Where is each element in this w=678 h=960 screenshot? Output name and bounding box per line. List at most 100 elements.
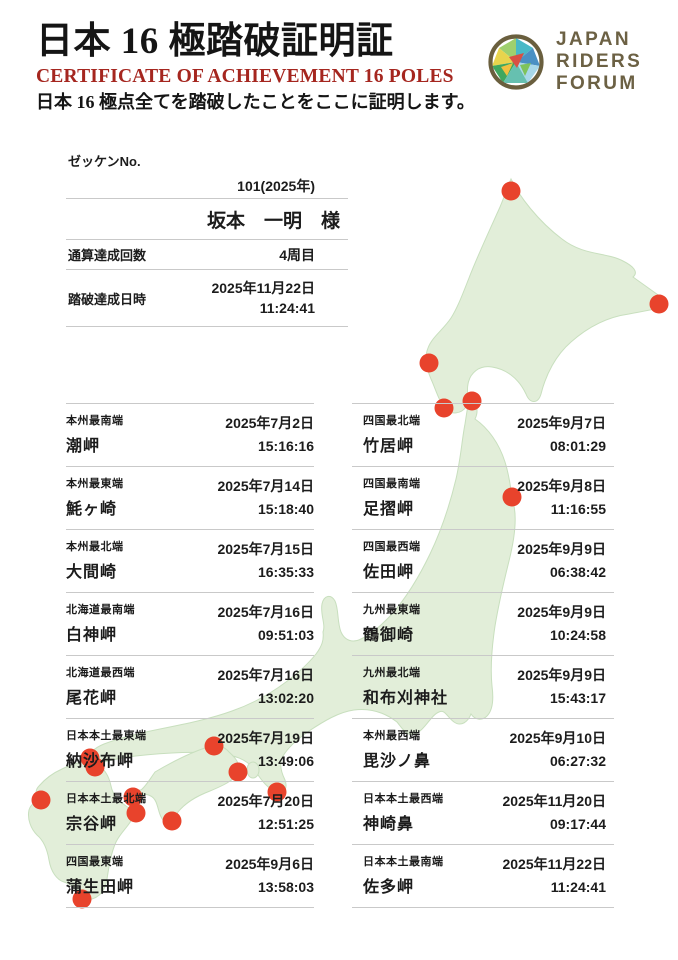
pole-region: 四国最南端: [363, 478, 421, 490]
pole-names: 日本本土最東端 納沙布岬: [66, 719, 147, 781]
jrf-logo: JAPAN RIDERS FORUM: [487, 29, 642, 96]
pole-datetime: 2025年7月16日 09:51:03: [217, 593, 314, 655]
pole-time: 15:16:16: [257, 438, 314, 454]
pole-name: 足摺岬: [363, 501, 415, 518]
pole-names: 四国最北端 竹居岬: [352, 404, 421, 466]
pole-region: 日本本土最東端: [66, 730, 147, 742]
pole-row: 本州最南端 潮岬 2025年7月2日 15:16:16: [66, 403, 314, 466]
pole-datetime: 2025年9月9日 10:24:58: [517, 593, 614, 655]
pole-row: 日本本土最南端 佐多岬 2025年11月22日 11:24:41: [352, 844, 614, 907]
pole-names: 四国最東端 蒲生田岬: [66, 845, 134, 907]
pole-time: 13:49:06: [257, 753, 314, 769]
pole-names: 日本本土最北端 宗谷岬: [66, 782, 147, 844]
pole-time: 15:18:40: [257, 501, 314, 517]
jrf-logo-line2: RIDERS: [556, 51, 643, 73]
pole-region: 日本本土最西端: [363, 793, 444, 805]
pole-time: 15:43:17: [549, 690, 606, 706]
pole-dot: [72, 889, 92, 909]
pole-dot: [649, 294, 669, 314]
pole-region: 本州最西端: [363, 730, 421, 742]
pole-row: 本州最北端 大間崎 2025年7月15日 16:35:33: [66, 529, 314, 592]
pole-region: 四国最東端: [66, 856, 124, 868]
pole-row: 日本本土最東端 納沙布岬 2025年7月19日 13:49:06: [66, 718, 314, 781]
pole-region: 北海道最南端: [66, 604, 135, 616]
pole-names: 日本本土最南端 佐多岬: [352, 845, 444, 907]
pole-datetime: 2025年11月22日 11:24:41: [502, 845, 614, 907]
pole-dot: [204, 736, 224, 756]
pole-dots: [31, 181, 669, 909]
pole-row: 九州最北端 和布刈神社 2025年9月9日 15:43:17: [352, 655, 614, 718]
pole-dot: [267, 782, 287, 802]
rider-name: 坂本 一明 様: [206, 210, 340, 232]
pole-date: 2025年7月16日: [217, 667, 314, 683]
pole-names: 本州最北端 大間崎: [66, 530, 124, 592]
pole-dot: [85, 757, 105, 777]
pole-name: 潮岬: [66, 438, 101, 455]
pole-region: 本州最南端: [66, 415, 124, 427]
pole-datetime: 2025年7月15日 16:35:33: [217, 530, 314, 592]
pole-date: 2025年7月16日: [217, 604, 314, 620]
rounds-value: 4周目: [279, 246, 315, 263]
pole-names: 九州最北端 和布刈神社: [352, 656, 448, 718]
pole-dot: [162, 811, 182, 831]
pole-time: 06:38:42: [549, 564, 606, 580]
pole-time: 13:02:20: [257, 690, 314, 706]
pole-row: 四国最南端 足摺岬 2025年9月8日 11:16:55: [352, 466, 614, 529]
pole-region: 日本本土最北端: [66, 793, 147, 805]
pole-row: 本州最東端 魹ヶ崎 2025年7月14日 15:18:40: [66, 466, 314, 529]
certificate-subtitle-en: CERTIFICATE OF ACHIEVEMENT 16 POLES: [36, 65, 454, 87]
pole-name: 蒲生田岬: [66, 879, 135, 896]
japan-landmass: [28, 177, 667, 902]
certificate-statement: 日本 16 極点全てを踏破したことをここに証明します。: [36, 92, 475, 113]
completion-datetime: 2025年11月22日 11:24:41: [211, 278, 315, 319]
pole-row: 日本本土最西端 神崎鼻 2025年11月20日 09:17:44: [352, 781, 614, 844]
rider-name-row: 坂本 一明 様: [66, 199, 348, 240]
pole-date: 2025年9月9日: [517, 604, 606, 620]
pole-name: 竹居岬: [363, 438, 415, 455]
pole-names: 四国最西端 佐田岬: [352, 530, 421, 592]
pole-time: 16:35:33: [257, 564, 314, 580]
pole-region: 本州最東端: [66, 478, 124, 490]
pole-names: 四国最南端 足摺岬: [352, 467, 421, 529]
pole-list-left: 本州最南端 潮岬 2025年7月2日 15:16:16 本州最東端 魹ヶ崎: [66, 403, 314, 908]
pole-list-right: 四国最北端 竹居岬 2025年9月7日 08:01:29 四国最南端 足摺岬: [352, 403, 614, 908]
pole-time: 06:27:32: [549, 753, 606, 769]
pole-name: 魹ヶ崎: [66, 501, 118, 518]
pole-name: 佐多岬: [363, 879, 415, 896]
pole-time: 10:24:58: [549, 627, 606, 643]
pole-name: 大間崎: [66, 564, 118, 581]
pole-region: 四国最西端: [363, 541, 421, 553]
pole-region: 本州最北端: [66, 541, 124, 553]
pole-datetime: 2025年9月10日 06:27:32: [509, 719, 614, 781]
pole-date: 2025年9月6日: [225, 856, 314, 872]
completion-label: 踏破達成日時: [68, 291, 147, 307]
pole-names: 本州最東端 魹ヶ崎: [66, 467, 124, 529]
pole-date: 2025年9月9日: [517, 667, 606, 683]
jrf-logo-line3: FORUM: [556, 73, 638, 95]
pole-names: 本州最西端 毘沙ノ鼻: [352, 719, 431, 781]
pole-names: 九州最東端 鶴御崎: [352, 593, 421, 655]
hokkaido-landmass: [425, 177, 667, 414]
rounds-label: 通算達成回数: [68, 248, 147, 263]
pole-row: 四国最東端 蒲生田岬 2025年9月6日 13:58:03: [66, 844, 314, 907]
pole-date: 2025年11月22日: [502, 856, 606, 872]
honshu-landmass: [89, 396, 516, 794]
jrf-logo-line1: JAPAN: [556, 29, 631, 50]
pole-date: 2025年7月14日: [217, 478, 314, 494]
pole-dot: [123, 787, 143, 807]
pole-dot: [228, 762, 248, 782]
pole-name: 毘沙ノ鼻: [363, 753, 432, 770]
pole-row: 四国最西端 佐田岬 2025年9月9日 06:38:42: [352, 529, 614, 592]
pole-time: 08:01:29: [549, 438, 606, 454]
pole-dot: [502, 487, 522, 507]
pole-time: 12:51:25: [257, 816, 314, 832]
pole-datetime: 2025年7月19日 13:49:06: [217, 719, 314, 781]
pole-name: 尾花岬: [66, 690, 118, 707]
pole-datetime: 2025年7月16日 13:02:20: [217, 656, 314, 718]
bib-label: ゼッケンNo.: [68, 154, 141, 169]
rider-info-table: ゼッケンNo. 101(2025年) 坂本 一明 様 通算達成回数 4周目 踏破…: [66, 146, 348, 327]
pole-names: 日本本土最西端 神崎鼻: [352, 782, 444, 844]
pole-names: 北海道最西端 尾花岬: [66, 656, 135, 718]
